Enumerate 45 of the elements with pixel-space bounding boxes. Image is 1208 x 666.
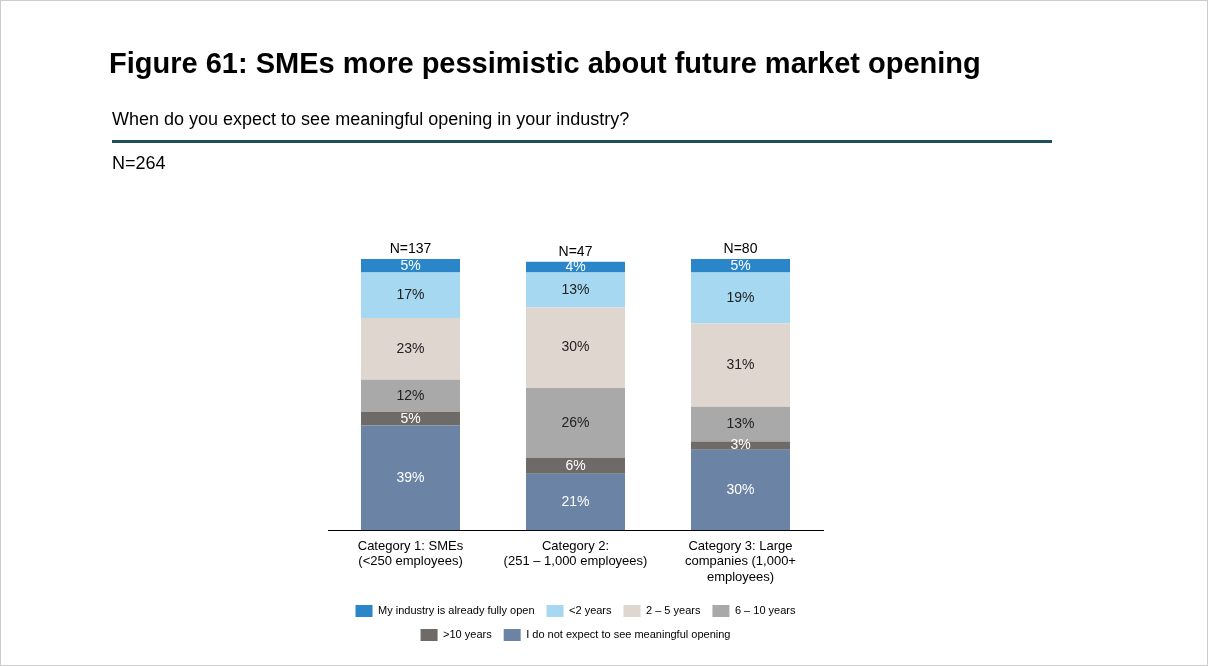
chart-title: Figure 61: SMEs more pessimistic about future market opening [109, 47, 981, 80]
bar [526, 387, 625, 458]
data-label: 13% [726, 415, 755, 431]
bar [526, 272, 625, 308]
data-label: 5% [400, 256, 421, 273]
x-tick-label: Category 3: Large companies (1,000+ employees) [685, 537, 796, 584]
data-label: 12% [396, 386, 425, 403]
data-label: 4% [565, 257, 586, 274]
data-label: 6% [565, 456, 586, 473]
data-label: 30% [561, 338, 590, 355]
bar [691, 323, 790, 407]
data-label: 19% [726, 288, 755, 305]
data-label: 31% [726, 355, 755, 372]
text: N=137 [389, 239, 432, 256]
data-label: 17% [396, 286, 425, 303]
chart-subtitle: When do you expect to see meaningful opening in your industry? [112, 109, 1052, 143]
bar [526, 307, 625, 388]
text: N=80 [723, 239, 758, 256]
bar [526, 457, 625, 474]
text: N=264 [112, 153, 166, 174]
legend-label: My industry is already fully open [378, 604, 535, 617]
data-label: 39% [396, 468, 425, 485]
legend-label: >10 years [443, 628, 493, 641]
data-label: 30% [726, 480, 755, 497]
legend-label: <2 years [569, 604, 613, 617]
x-tick-label: Category 2: (251 – 1,000 employees) [503, 537, 648, 569]
bar [361, 272, 460, 319]
legend-label: I do not expect to see meaningful opening [526, 628, 731, 641]
text: N=47 [558, 242, 593, 259]
bar [526, 473, 625, 531]
data-label: 13% [561, 280, 590, 297]
data-label: 5% [400, 409, 421, 426]
legend-label: 2 – 5 years [646, 604, 701, 617]
data-label: 3% [730, 436, 751, 453]
bar [361, 379, 460, 413]
legend-label: 6 – 10 years [734, 604, 796, 617]
bar [691, 449, 790, 531]
data-label: 5% [730, 256, 751, 273]
bar [691, 272, 790, 324]
data-label: 23% [396, 339, 425, 356]
x-tick-label: Category 1: SMEs (<250 employees) [357, 537, 464, 569]
data-label: 21% [561, 492, 590, 509]
bar [361, 318, 460, 380]
bar [361, 425, 460, 531]
data-label: 26% [561, 413, 590, 430]
